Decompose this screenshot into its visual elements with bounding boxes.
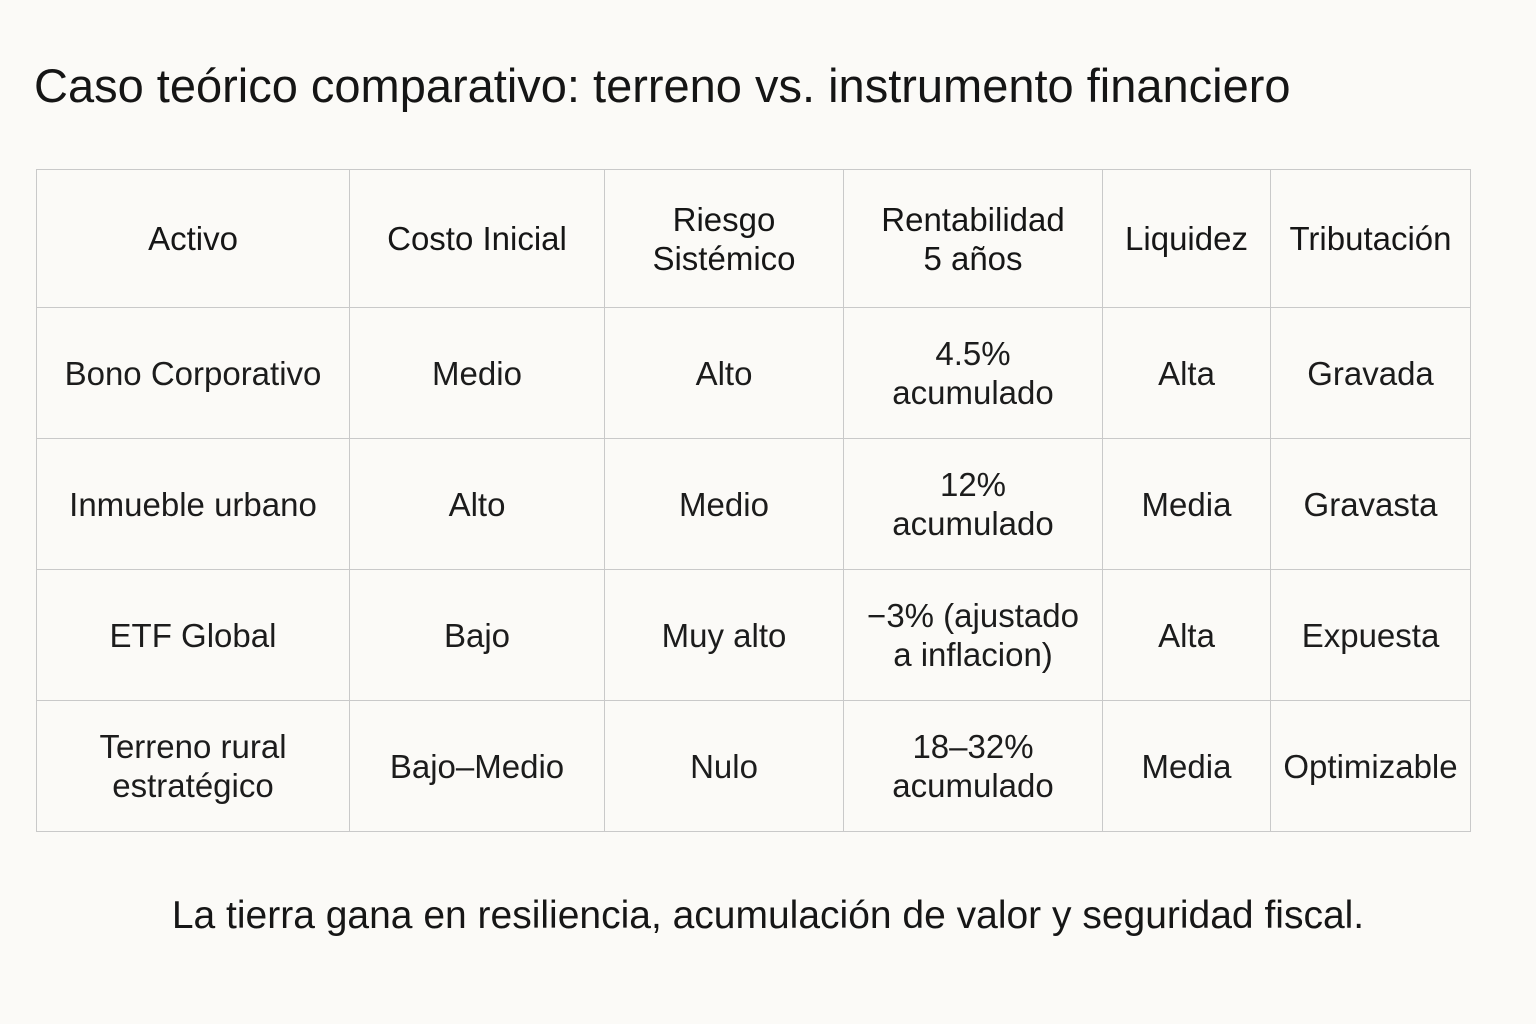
header-rentabilidad: Rentabilidad 5 años bbox=[843, 169, 1103, 308]
cell-activo: Terreno rural estratégico bbox=[36, 700, 350, 832]
cell-rentabilidad: 18–32% acumulado bbox=[843, 700, 1103, 832]
cell-rentabilidad: 4.5% acumulado bbox=[843, 307, 1103, 439]
cell-activo: ETF Global bbox=[36, 569, 350, 701]
cell-rentabilidad: −3% (ajustado a inflacion) bbox=[843, 569, 1103, 701]
cell-liquidez: Media bbox=[1102, 700, 1271, 832]
cell-riesgo: Alto bbox=[604, 307, 844, 439]
cell-tributacion: Gravasta bbox=[1270, 438, 1471, 570]
comparison-table-container: Activo Costo Inicial Riesgo Sistémico Re… bbox=[36, 169, 1471, 832]
cell-activo: Inmueble urbano bbox=[36, 438, 350, 570]
cell-costo: Medio bbox=[349, 307, 605, 439]
header-costo-inicial: Costo Inicial bbox=[349, 169, 605, 308]
cell-riesgo: Medio bbox=[604, 438, 844, 570]
cell-liquidez: Media bbox=[1102, 438, 1271, 570]
header-tributacion: Tributación bbox=[1270, 169, 1471, 308]
cell-costo: Alto bbox=[349, 438, 605, 570]
cell-costo: Bajo–Medio bbox=[349, 700, 605, 832]
cell-riesgo: Nulo bbox=[604, 700, 844, 832]
table-row: Inmueble urbano Alto Medio 12% acumulado… bbox=[36, 438, 1471, 570]
table-row: ETF Global Bajo Muy alto −3% (ajustado a… bbox=[36, 569, 1471, 701]
page-title: Caso teórico comparativo: terreno vs. in… bbox=[34, 59, 1291, 112]
cell-tributacion: Expuesta bbox=[1270, 569, 1471, 701]
table-row: Bono Corporativo Medio Alto 4.5% acumula… bbox=[36, 307, 1471, 439]
cell-liquidez: Alta bbox=[1102, 569, 1271, 701]
cell-liquidez: Alta bbox=[1102, 307, 1271, 439]
table-row: Terreno rural estratégico Bajo–Medio Nul… bbox=[36, 700, 1471, 832]
cell-rentabilidad: 12% acumulado bbox=[843, 438, 1103, 570]
conclusion-text: La tierra gana en resiliencia, acumulaci… bbox=[171, 894, 1365, 937]
header-riesgo-sistemico: Riesgo Sistémico bbox=[604, 169, 844, 308]
cell-activo: Bono Corporativo bbox=[36, 307, 350, 439]
header-activo: Activo bbox=[36, 169, 350, 308]
cell-costo: Bajo bbox=[349, 569, 605, 701]
cell-riesgo: Muy alto bbox=[604, 569, 844, 701]
cell-tributacion: Optimizable bbox=[1270, 700, 1471, 832]
cell-tributacion: Gravada bbox=[1270, 307, 1471, 439]
header-liquidez: Liquidez bbox=[1102, 169, 1271, 308]
table-header-row: Activo Costo Inicial Riesgo Sistémico Re… bbox=[36, 169, 1471, 308]
comparison-table: Activo Costo Inicial Riesgo Sistémico Re… bbox=[36, 169, 1471, 832]
